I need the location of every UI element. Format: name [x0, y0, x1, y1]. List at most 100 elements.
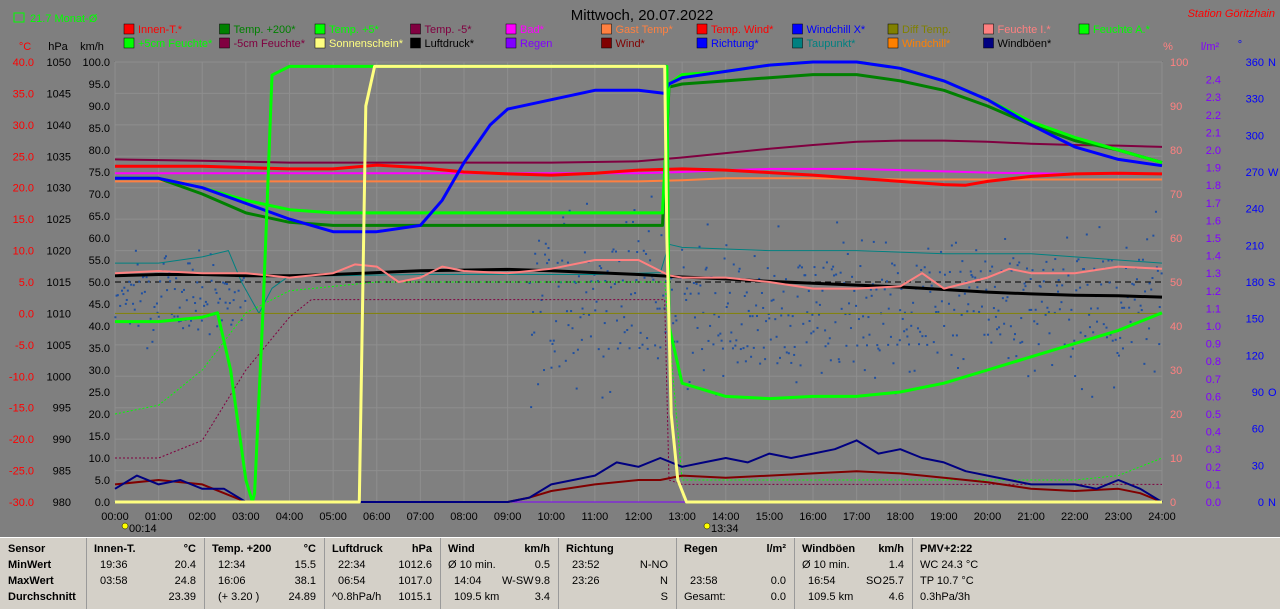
direction-point: [959, 270, 962, 273]
direction-point: [1145, 338, 1148, 341]
direction-point: [940, 300, 943, 303]
direction-point: [556, 261, 559, 264]
direction-point: [1121, 306, 1124, 309]
direction-point: [1018, 261, 1021, 264]
tick-percent: 20: [1170, 409, 1182, 421]
direction-point: [743, 295, 746, 298]
tick-temp: 30.0: [13, 120, 34, 132]
direction-point: [1132, 283, 1135, 286]
direction-point: [173, 315, 176, 318]
direction-point: [1023, 282, 1026, 285]
legend-label: Bad*: [520, 24, 545, 36]
direction-point: [536, 262, 539, 265]
direction-point: [833, 274, 836, 277]
direction-point: [1057, 279, 1060, 282]
stats-wind-max-time: 14:04: [454, 575, 482, 587]
direction-point: [528, 282, 531, 285]
direction-point: [837, 358, 840, 361]
legend-swatch: [983, 37, 994, 49]
direction-point: [237, 289, 240, 292]
tick-temp: 15.0: [13, 214, 34, 226]
stats-pmv-windchill: WC 24.3 °C: [920, 559, 979, 571]
direction-point: [932, 341, 935, 344]
direction-point: [896, 343, 899, 346]
series-sonnenschein: [115, 64, 1162, 504]
direction-point: [555, 320, 558, 323]
direction-point: [619, 342, 622, 345]
direction-point: [1138, 258, 1141, 261]
direction-point: [889, 335, 892, 338]
tick-pressure: 1005: [47, 340, 71, 352]
direction-point: [943, 273, 946, 276]
direction-point: [1105, 326, 1108, 329]
direction-point: [698, 245, 701, 248]
legend-swatch: [696, 37, 708, 49]
direction-point: [1067, 274, 1070, 277]
legend-label: Windchill X*: [807, 24, 866, 36]
tick-speed: 35.0: [89, 343, 110, 355]
tick-speed: 75.0: [89, 167, 110, 179]
direction-point: [1135, 278, 1138, 281]
direction-point: [194, 309, 197, 312]
direction-point: [649, 259, 652, 262]
direction-point: [534, 252, 537, 255]
direction-point: [636, 251, 639, 254]
direction-point: [603, 322, 606, 325]
stats-luftdruck-avg-value: 1015.1: [398, 591, 432, 603]
direction-point: [951, 334, 954, 337]
direction-point: [623, 331, 626, 334]
direction-point: [775, 335, 778, 338]
stats-wind-max-direction: W-SW: [502, 575, 534, 587]
direction-point: [1079, 331, 1082, 334]
direction-point: [813, 266, 816, 269]
direction-point: [979, 270, 982, 273]
direction-point: [685, 298, 688, 301]
direction-point: [1152, 234, 1155, 237]
tick-direction: 60: [1252, 424, 1264, 436]
stats-boeen-min-value: 1.4: [888, 559, 904, 571]
direction-point: [192, 296, 195, 299]
tick-speed: 25.0: [89, 387, 110, 399]
direction-point: [1014, 333, 1017, 336]
direction-point: [580, 338, 583, 341]
direction-point: [936, 351, 939, 354]
tick-time: 24:00: [1148, 511, 1176, 523]
direction-point: [645, 252, 648, 255]
direction-point: [196, 281, 199, 284]
tick-rain: 1.7: [1206, 198, 1221, 210]
direction-point: [200, 319, 203, 322]
direction-point: [954, 241, 957, 244]
direction-point: [585, 291, 588, 294]
direction-point: [1084, 335, 1087, 338]
direction-point: [162, 262, 165, 265]
direction-point: [132, 284, 135, 287]
direction-point: [1153, 370, 1156, 373]
legend-swatch: [792, 37, 803, 49]
direction-point: [1069, 355, 1072, 358]
direction-point: [1096, 320, 1099, 323]
stats-innen-min-value: 20.4: [174, 559, 196, 571]
legend-swatch: [123, 37, 135, 49]
direction-point: [601, 396, 604, 399]
stats-temp200-avg-value: 24.89: [288, 591, 316, 603]
tick-direction: 300: [1246, 130, 1264, 142]
direction-point: [805, 341, 808, 344]
direction-point: [1120, 301, 1123, 304]
direction-point: [1073, 339, 1076, 342]
direction-point: [721, 347, 724, 350]
tick-temp: 40.0: [13, 57, 34, 69]
direction-point: [738, 267, 741, 270]
direction-point: [686, 388, 689, 391]
direction-point: [602, 355, 605, 358]
direction-point: [147, 280, 150, 283]
tick-pressure: 995: [53, 403, 71, 415]
legend-label: Innen-T.*: [138, 24, 183, 36]
direction-point: [182, 327, 185, 330]
legend-label: Diff Temp.: [902, 24, 951, 36]
direction-point: [660, 234, 663, 237]
direction-point: [838, 360, 841, 363]
direction-point: [673, 340, 676, 343]
tick-direction: 180: [1246, 277, 1264, 289]
direction-point: [561, 259, 564, 262]
direction-point: [950, 353, 953, 356]
